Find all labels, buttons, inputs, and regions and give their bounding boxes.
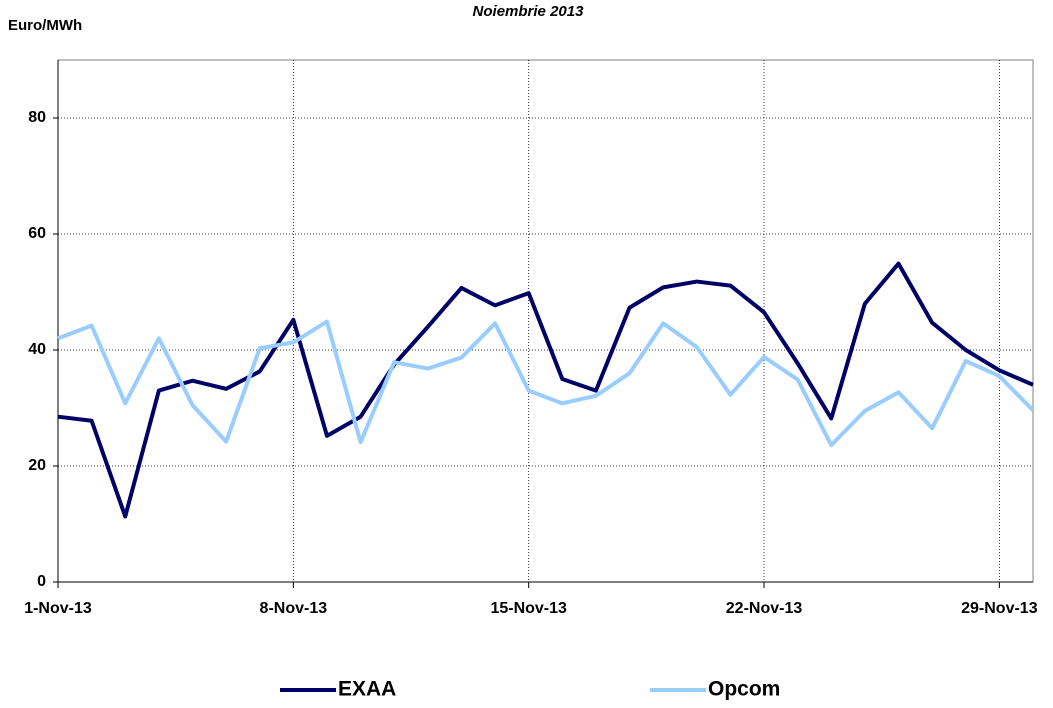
x-tick-label: 1-Nov-13 [24, 600, 92, 617]
y-tick-label: 80 [28, 109, 46, 126]
y-tick-label: 60 [28, 225, 46, 242]
y-tick-label: 20 [28, 457, 46, 474]
x-tick-label: 8-Nov-13 [260, 600, 328, 617]
y-tick-label: 40 [28, 341, 46, 358]
series-line [57, 261, 1034, 519]
series-line [57, 319, 1035, 448]
legend-label: EXAA [338, 678, 396, 701]
chart-title: Noiembrie 2013 [473, 3, 585, 20]
x-tick-label: 15-Nov-13 [490, 600, 567, 617]
x-tick-label: 22-Nov-13 [726, 600, 803, 617]
x-tick-label: 29-Nov-13 [961, 600, 1038, 617]
plot-border [57, 59, 1034, 583]
y-tick-label: 0 [37, 573, 46, 590]
legend-label: Opcom [708, 678, 780, 701]
y-axis-label: Euro/MWh [8, 17, 82, 34]
